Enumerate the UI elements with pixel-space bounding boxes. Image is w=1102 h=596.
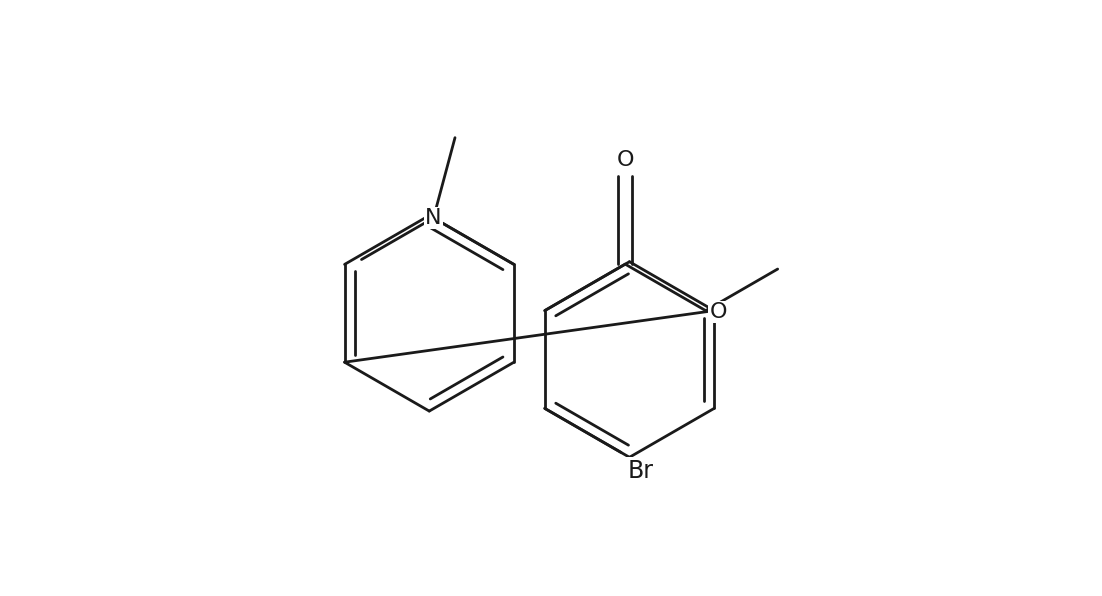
Text: O: O: [616, 150, 634, 170]
Text: Br: Br: [627, 458, 653, 483]
Text: O: O: [710, 302, 727, 322]
Text: N: N: [425, 208, 442, 228]
